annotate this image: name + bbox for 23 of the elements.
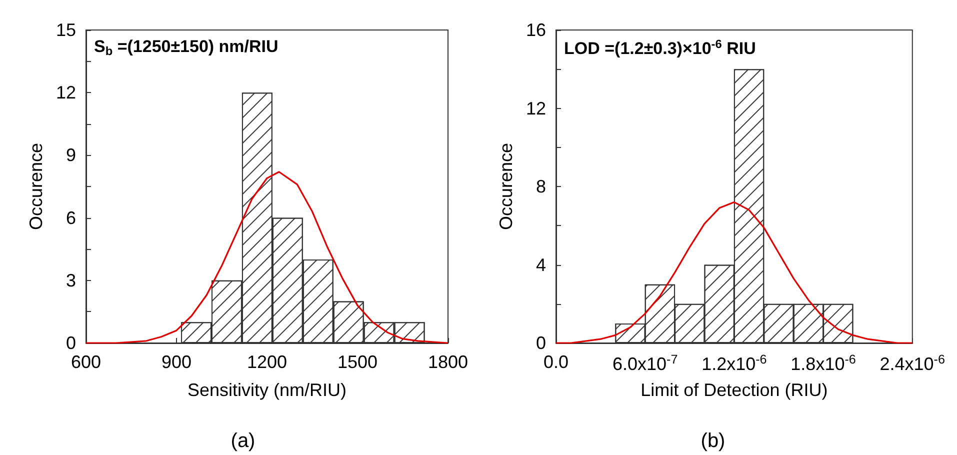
y-tick-label: 0 [536,333,546,353]
y-tick-label: 8 [536,176,546,196]
y-axis-title: Occurence [26,142,46,230]
x-tick-label: 1500 [337,352,378,372]
x-tick-label: 600 [70,352,102,372]
y-axis-title: Occurence [496,142,516,230]
y-tick-label: 3 [66,270,76,290]
y-tick-label: 12 [56,82,76,103]
x-axis-title: Sensitivity (nm/RIU) [187,380,347,400]
x-tick-label: 1200 [246,352,288,372]
x-tick-label: 900 [161,352,192,372]
y-tick-label: 0 [66,333,76,353]
text: (a) [230,430,256,452]
y-tick-label: 15 [56,20,76,40]
x-axis-title: Limit of Detection (RIU) [640,380,828,400]
x-tick-label: 0.0 [543,352,569,372]
text: (b) [700,430,726,452]
y-tick-label: 4 [536,254,546,275]
y-tick-label: 16 [526,20,546,40]
y-tick-label: 12 [526,98,546,118]
y-tick-label: 9 [66,145,76,166]
x-tick-label: 1800 [428,352,468,372]
y-tick-label: 6 [66,208,76,228]
